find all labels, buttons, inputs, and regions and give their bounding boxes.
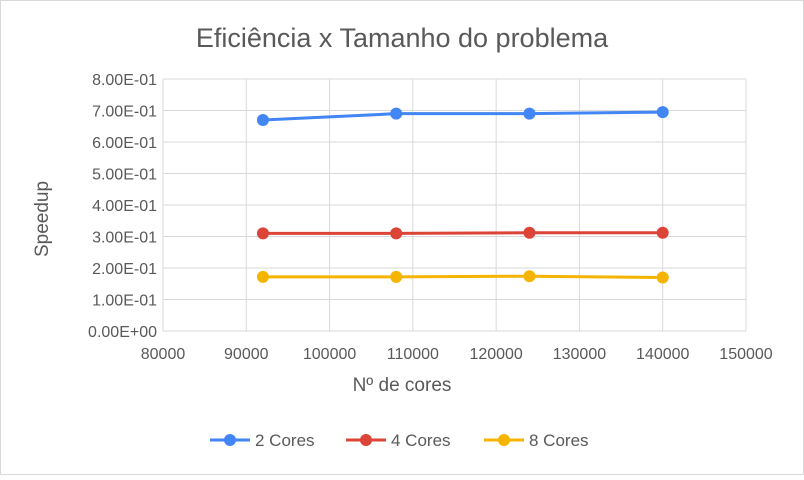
legend-label: 8 Cores bbox=[529, 431, 589, 450]
x-tick-label: 100000 bbox=[303, 346, 356, 363]
legend-item: 8 Cores bbox=[484, 431, 589, 450]
y-tick-label: 3.00E-01 bbox=[92, 230, 157, 247]
data-point bbox=[656, 106, 669, 119]
series-3 bbox=[256, 270, 669, 284]
series-line bbox=[262, 274, 663, 279]
x-tick-label: 120000 bbox=[469, 346, 522, 363]
data-point bbox=[256, 227, 269, 240]
legend-item: 2 Cores bbox=[210, 431, 315, 450]
y-tick-label: 0.00E+00 bbox=[88, 324, 157, 341]
series-layer bbox=[256, 106, 669, 284]
x-axis-label: Nº de cores bbox=[353, 375, 452, 396]
series-line bbox=[262, 231, 663, 235]
data-point bbox=[523, 107, 536, 120]
series-1 bbox=[256, 106, 669, 126]
legend-swatch-marker bbox=[224, 434, 236, 446]
gridlines bbox=[162, 78, 747, 332]
y-tick-label: 4.00E-01 bbox=[92, 198, 157, 215]
data-point bbox=[256, 113, 269, 126]
series-line bbox=[262, 110, 663, 122]
data-point bbox=[656, 271, 669, 284]
x-tick-label: 80000 bbox=[141, 346, 186, 363]
y-tick-label: 2.00E-01 bbox=[92, 261, 157, 278]
data-point bbox=[523, 226, 536, 239]
data-point bbox=[523, 270, 536, 283]
x-axis-ticks: 80000 90000 100000 110000 120000 130000 140000… bbox=[141, 346, 773, 363]
y-tick-label: 8.00E-01 bbox=[92, 72, 157, 89]
y-tick-label: 7.00E-01 bbox=[92, 104, 157, 121]
data-point bbox=[390, 270, 403, 283]
x-tick-label: 140000 bbox=[636, 346, 689, 363]
legend-item: 4 Cores bbox=[346, 431, 451, 450]
x-tick-label: 90000 bbox=[224, 346, 269, 363]
y-tick-label: 6.00E-01 bbox=[92, 135, 157, 152]
data-point bbox=[390, 107, 403, 120]
y-tick-label: 1.00E-01 bbox=[92, 293, 157, 310]
chart-title: Eficiência x Tamanho do problema bbox=[196, 23, 609, 53]
legend-swatch-marker bbox=[360, 434, 372, 446]
legend-label: 4 Cores bbox=[391, 431, 451, 450]
legend: 2 Cores 4 Cores 8 Cores bbox=[210, 431, 589, 450]
y-axis-label: Speedup bbox=[32, 181, 53, 257]
series-2 bbox=[256, 226, 669, 240]
y-tick-label: 5.00E-01 bbox=[92, 167, 157, 184]
y-axis-ticks: 0.00E+00 1.00E-01 2.00E-01 3.00E-01 4.00E-01… bbox=[88, 72, 157, 341]
x-tick-label: 110000 bbox=[387, 346, 439, 363]
legend-label: 2 Cores bbox=[255, 431, 315, 450]
x-tick-label: 130000 bbox=[553, 346, 606, 363]
x-tick-label: 150000 bbox=[719, 346, 772, 363]
data-point bbox=[656, 226, 669, 239]
data-point bbox=[256, 270, 269, 283]
data-point bbox=[390, 227, 403, 240]
legend-swatch-marker bbox=[498, 434, 510, 446]
